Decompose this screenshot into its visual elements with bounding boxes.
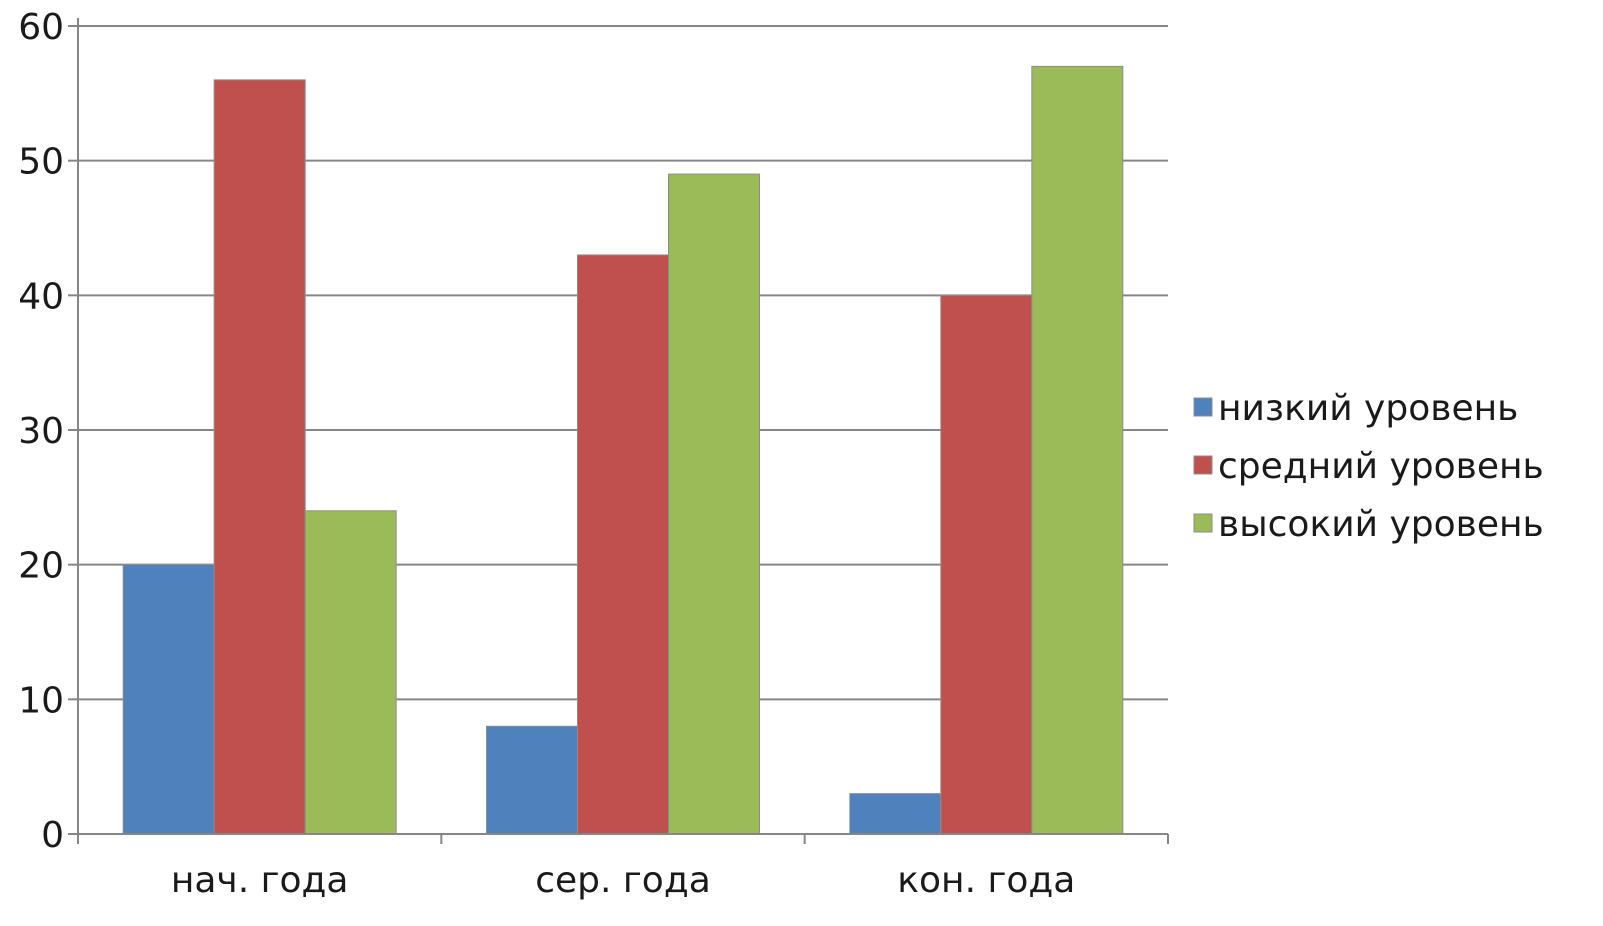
y-tick-label: 40	[18, 276, 64, 317]
bar-2-3	[940, 294, 1033, 835]
legend: низкий уровень средний уровень высокий уро…	[1193, 388, 1544, 545]
legend-item: низкий уровень	[1193, 388, 1518, 429]
x-tick-label: кон. года	[897, 860, 1075, 901]
bar-1-2	[486, 725, 578, 835]
bar-3-3	[1031, 65, 1124, 835]
legend-label: высокий уровень	[1218, 504, 1544, 545]
bar-2-1	[213, 79, 306, 835]
bar-3-2	[668, 173, 760, 835]
y-tick-label: 60	[18, 7, 64, 48]
bar-1-3	[849, 793, 942, 835]
x-tick-label: сер. года	[535, 860, 711, 901]
y-tick-label: 20	[18, 546, 64, 587]
legend-item: средний уровень	[1193, 446, 1544, 487]
legend-label: средний уровень	[1218, 446, 1544, 487]
y-tick-label: 0	[41, 815, 64, 856]
y-tick-label: 10	[18, 680, 64, 721]
legend-label: низкий уровень	[1218, 388, 1518, 429]
legend-swatch	[1193, 397, 1213, 417]
legend-swatch	[1193, 455, 1213, 475]
y-tick-label: 50	[18, 142, 64, 183]
bars	[122, 65, 1124, 835]
axis-labels: 0 10 20 30 40 50 60 нач. года сер. года кон. года	[18, 7, 1075, 901]
bar-2-2	[577, 254, 669, 835]
bar-1-1	[122, 564, 215, 835]
axes	[68, 18, 1169, 844]
bar-3-1	[304, 510, 397, 835]
legend-swatch	[1193, 513, 1213, 533]
x-tick-label: нач. года	[171, 860, 349, 901]
legend-item: высокий уровень	[1193, 504, 1544, 545]
y-tick-label: 30	[18, 411, 64, 452]
